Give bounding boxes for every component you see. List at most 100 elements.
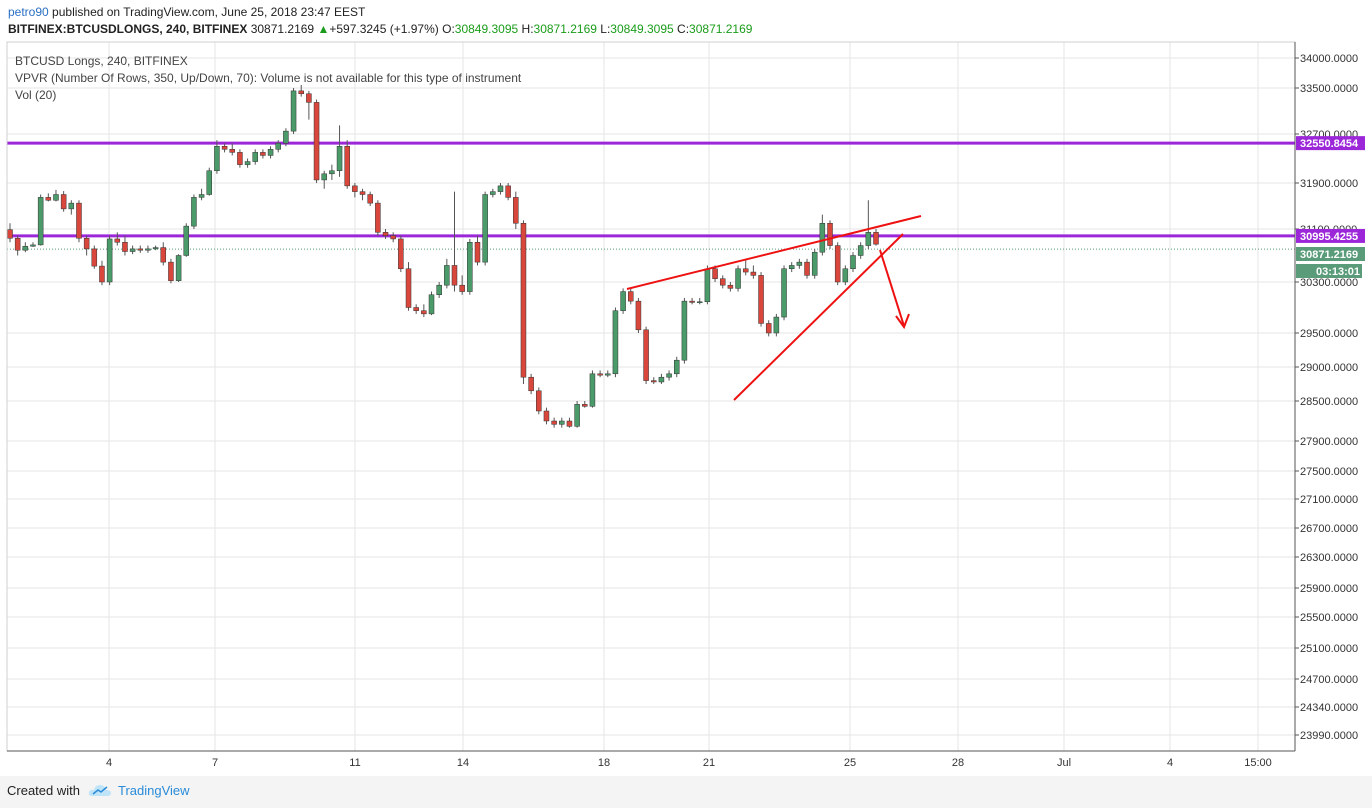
- candle-up: [283, 130, 289, 144]
- candle-up: [191, 197, 197, 227]
- candle: [367, 191, 373, 206]
- candle-down: [137, 248, 144, 251]
- y-tick-label: 25900.0000: [1300, 583, 1358, 595]
- candle-up: [444, 265, 450, 286]
- tradingview-cloud-icon[interactable]: [88, 782, 112, 798]
- candle-up: [275, 142, 281, 150]
- candle-down: [390, 235, 396, 240]
- candle: [76, 200, 82, 243]
- candle: [436, 282, 442, 298]
- tradingview-brand-link[interactable]: TradingView: [118, 783, 190, 798]
- candle: [428, 291, 435, 316]
- author-link[interactable]: petro90: [8, 5, 49, 19]
- candle-up: [773, 316, 780, 334]
- trend-annotations: [626, 215, 922, 401]
- candle: [459, 275, 465, 295]
- candle-down: [451, 265, 458, 286]
- candle-up: [574, 404, 580, 427]
- candle-down: [413, 307, 419, 311]
- last-price: 30871.2169: [250, 22, 315, 36]
- candle: [582, 401, 588, 408]
- candle-up: [865, 232, 872, 246]
- candle: [298, 85, 304, 97]
- candle-down: [536, 390, 542, 412]
- candle-down: [765, 323, 772, 334]
- candle: [620, 288, 626, 314]
- ohlc-line: BITFINEX:BTCUSDLONGS, 240, BITFINEX 3087…: [8, 22, 752, 36]
- candle: [574, 401, 580, 428]
- candle: [635, 297, 642, 333]
- low-label: L:: [600, 22, 611, 36]
- y-tick-label: 28500.0000: [1300, 396, 1358, 408]
- candle-down: [459, 284, 465, 292]
- candle: [275, 140, 281, 153]
- candle: [857, 242, 864, 259]
- candle: [482, 191, 488, 266]
- candle-up: [321, 173, 327, 181]
- candle-down: [566, 420, 573, 427]
- candle: [313, 99, 320, 183]
- candle: [283, 128, 289, 147]
- candle: [344, 140, 350, 189]
- candle-down: [306, 93, 312, 103]
- chart-grid: [7, 42, 1295, 751]
- candle: [99, 260, 105, 286]
- candle-down: [543, 410, 550, 422]
- candle-down: [237, 152, 243, 165]
- y-tick-label: 29000.0000: [1300, 362, 1358, 374]
- candle-up: [329, 170, 335, 175]
- low-value: 30849.3095: [610, 22, 674, 36]
- publish-line: petro90 published on TradingView.com, Ju…: [8, 5, 365, 19]
- horizontal-lines: [7, 141, 1295, 250]
- candle: [329, 164, 335, 180]
- close-label: C:: [677, 22, 690, 36]
- candle-up: [145, 248, 151, 251]
- candle-down: [160, 247, 167, 263]
- candle: [352, 183, 358, 198]
- candle-up: [183, 225, 190, 256]
- price-label-text: 30995.4255: [1300, 231, 1358, 243]
- candle: [773, 313, 780, 337]
- candle-up: [857, 245, 864, 256]
- candle: [14, 235, 21, 256]
- candle: [129, 245, 136, 255]
- candle-up: [673, 359, 680, 375]
- candle-up: [850, 255, 856, 269]
- candle-down: [827, 223, 833, 246]
- candle: [160, 242, 167, 266]
- candle-down: [551, 420, 557, 425]
- candle: [183, 223, 190, 257]
- candle-up: [30, 244, 36, 247]
- candle: [45, 193, 52, 202]
- price-label-box: [1296, 136, 1365, 151]
- candle: [244, 158, 251, 168]
- candle-down: [873, 232, 879, 245]
- candle-up: [842, 268, 849, 283]
- candle: [543, 407, 550, 425]
- candle-down: [834, 245, 841, 283]
- candle: [796, 258, 803, 269]
- y-tick-label: 25100.0000: [1300, 643, 1358, 655]
- plot-frame: [6, 41, 1296, 752]
- candle-up: [735, 268, 741, 289]
- candle-up: [152, 247, 159, 250]
- candle: [229, 143, 235, 156]
- candle: [842, 265, 849, 286]
- candle-down: [628, 291, 634, 302]
- candle-down: [344, 146, 350, 187]
- candle-down: [221, 146, 228, 150]
- y-tick-label: 26300.0000: [1300, 552, 1358, 564]
- candle: [765, 320, 772, 337]
- candle-up: [198, 194, 205, 198]
- candle-up: [605, 373, 611, 376]
- candle: [421, 304, 427, 318]
- candle-down: [122, 242, 128, 252]
- candle-down: [597, 373, 603, 376]
- y-tick-label: 27100.0000: [1300, 494, 1358, 506]
- candle-down: [421, 310, 427, 315]
- candle: [413, 304, 419, 314]
- candle-up: [490, 191, 496, 195]
- y-tick-label: 29500.0000: [1300, 328, 1358, 340]
- candle-down: [727, 284, 734, 289]
